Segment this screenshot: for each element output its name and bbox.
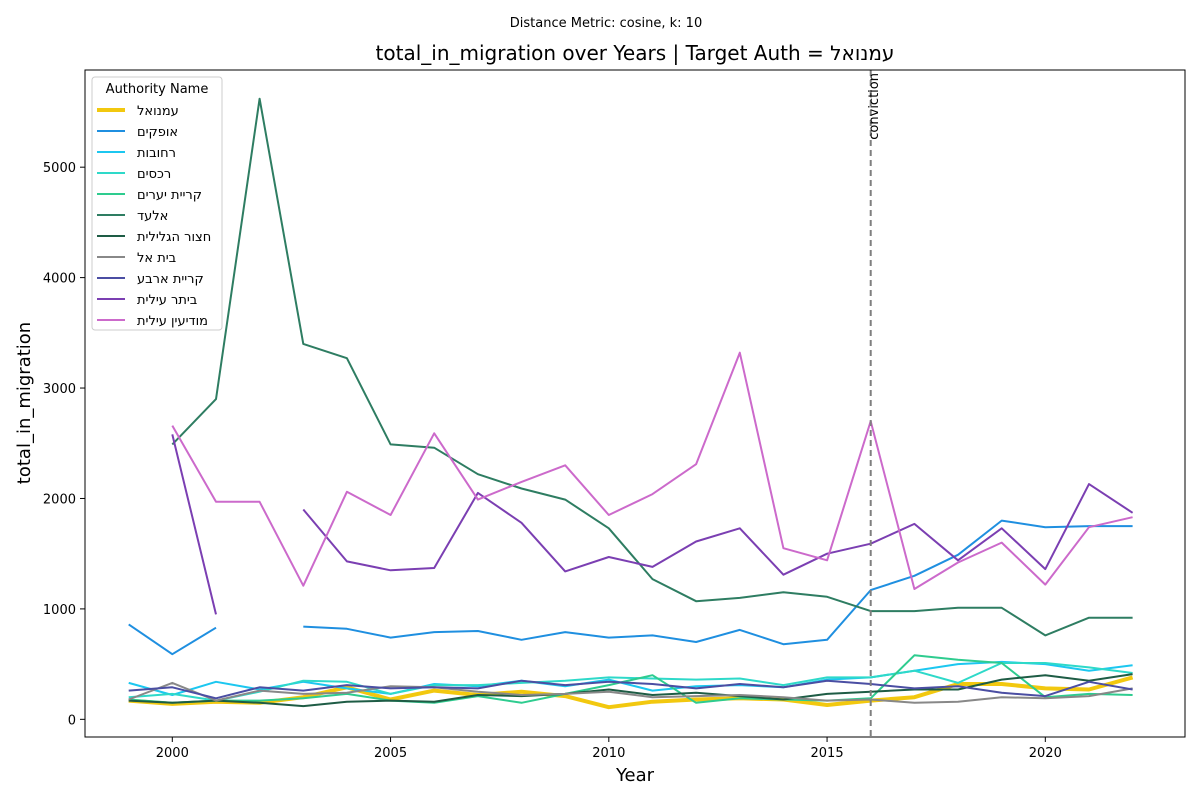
y-tick-label-3000: 3000 [43,382,76,397]
y-tick-label-1000: 1000 [43,603,76,618]
y-tick-label-0: 0 [68,713,76,728]
y-tick-label-4000: 4000 [43,272,76,287]
legend-label-3: רכסים [137,167,171,182]
x-axis-title: Year [615,765,655,786]
chart-title: total_in_migration over Years | Target A… [376,41,895,65]
legend-label-8: קריית ארבע [137,272,204,287]
conviction-label: conviction [867,73,882,140]
x-tick-label-2015: 2015 [811,746,844,761]
y-tick-label-2000: 2000 [43,492,76,507]
series-line-5 [171,97,1133,637]
legend-label-10: מודיעין עילית [137,314,208,329]
legend-label-2: רחובות [137,146,176,161]
y-axis-title: total_in_migration [14,322,35,484]
legend-label-7: בית אל [137,251,176,266]
series-line-10 [171,351,1133,590]
series-line-3 [128,662,1133,702]
series-line-9 [171,434,1134,615]
legend: Authority Name עמנואל אופקים רחובות רכסים קרי… [91,76,223,331]
x-tick-label-2020: 2020 [1029,746,1062,761]
y-tick-label-5000: 5000 [43,161,76,176]
x-tick-label-2000: 2000 [156,746,189,761]
series-line-1 [128,519,1133,656]
x-tick-label-2005: 2005 [374,746,407,761]
plot-area: conviction 2000 2005 2010 2015 2020 0 1000 2000 3… [43,69,1186,761]
series-line-8 [128,679,1133,700]
legend-label-1: אופקים [137,125,178,140]
series-line-7 [128,681,1133,704]
legend-title: Authority Name [106,82,209,97]
legend-box [91,76,223,331]
legend-label-4: קריית יערים [137,188,202,203]
figure-suptitle: Distance Metric: cosine, k: 10 [510,16,702,31]
legend-label-9: ביתר עילית [137,293,197,308]
series-line-4 [128,654,1133,704]
x-tick-label-2010: 2010 [592,746,625,761]
plot-frame [84,69,1186,738]
legend-label-6: חצור הגלילית [137,230,211,245]
legend-label-5: אלעד [137,209,168,224]
legend-label-0: עמנואל [137,104,179,119]
